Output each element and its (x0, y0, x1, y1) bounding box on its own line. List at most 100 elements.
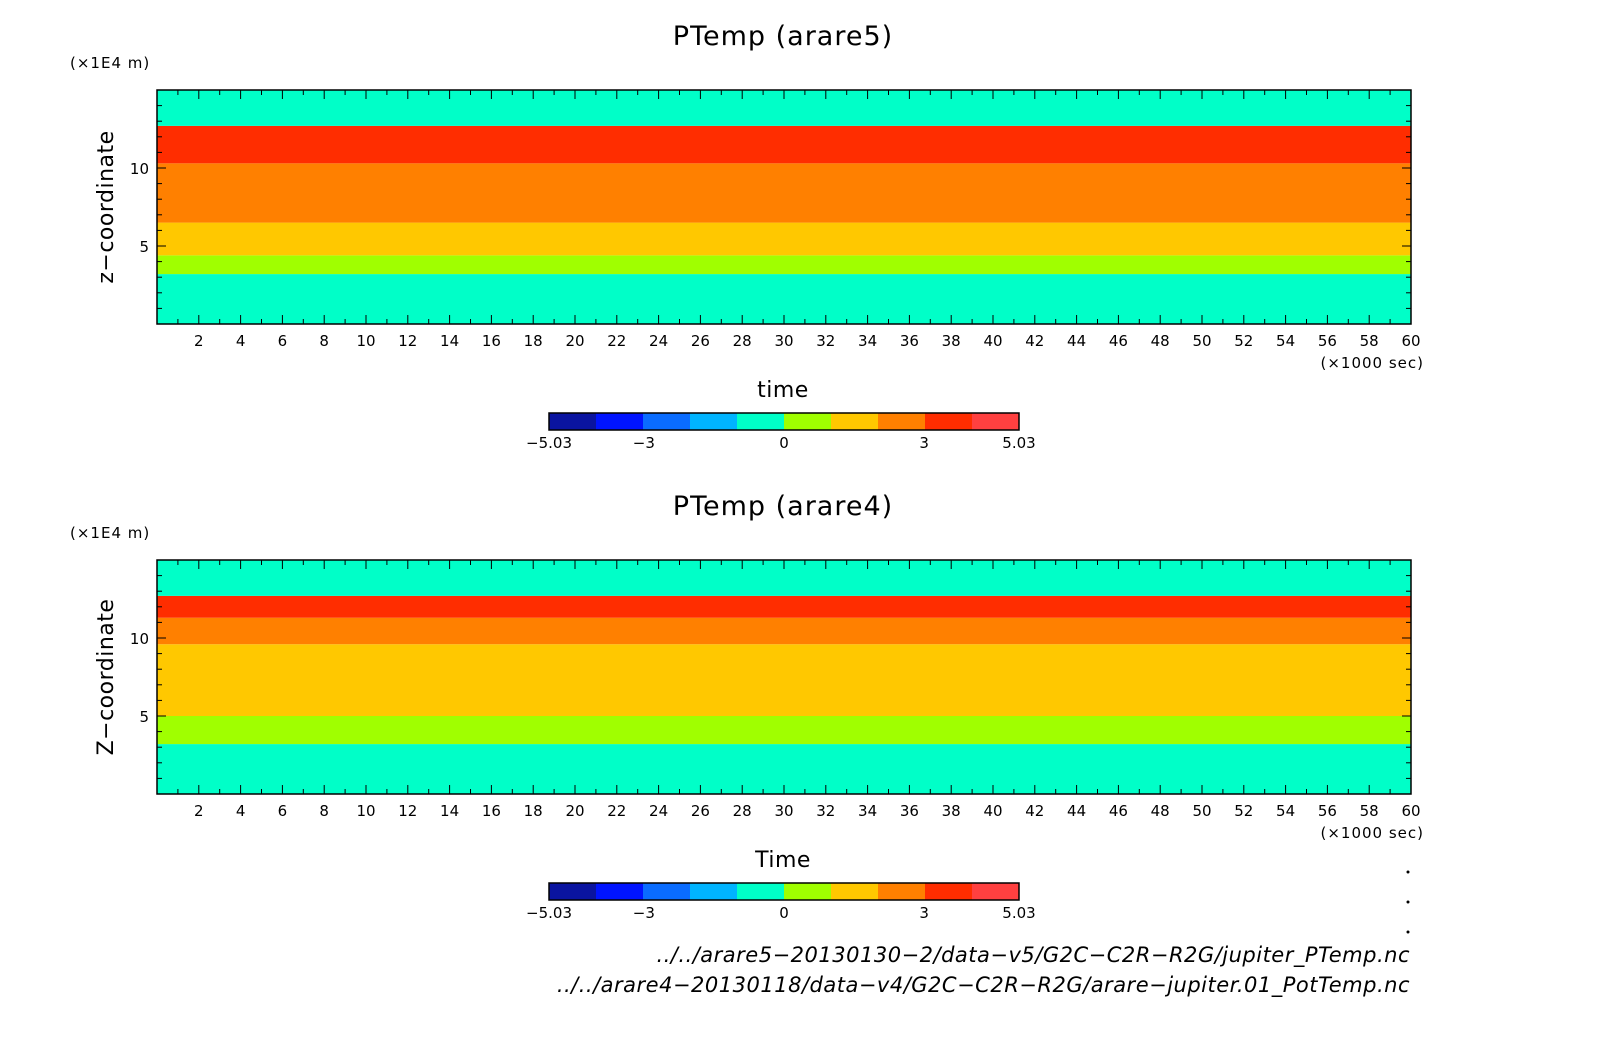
x-tick-label: 10 (356, 332, 375, 350)
x-tick-label: 52 (1234, 802, 1253, 820)
colorbar-swatch (549, 883, 596, 900)
x-tick-label: 38 (942, 802, 961, 820)
plot-area-arare5: 2 4 6 8 10 12 14 16 18 20 22 24 26 28 30 32 34 36 38 40 42 44… (130, 89, 1421, 350)
x-tick-label: 30 (774, 332, 793, 350)
x-tick-label: 58 (1360, 332, 1379, 350)
colorbar-swatch (549, 413, 596, 430)
colorbar-swatch (925, 883, 972, 900)
plot-area-arare4: 2 4 6 8 10 12 14 16 18 20 22 24 26 28 30 32 34 36 38 40 42 44… (130, 559, 1421, 820)
x-tick-label: 44 (1067, 332, 1086, 350)
panel-arare4: PTemp (arare4) (×1E4 m) 2 4 6 8 10 12 14 16 18 20… (70, 491, 1424, 922)
x-tick-label: 32 (816, 332, 835, 350)
x-tick-label: 4 (236, 332, 246, 350)
dot-marker (1406, 870, 1410, 874)
dot-marker (1406, 930, 1410, 934)
x-tick-label: 32 (816, 802, 835, 820)
x-tick-label: 52 (1234, 332, 1253, 350)
x-tick-label: 40 (983, 332, 1002, 350)
colorbar-tick-label: −5.03 (526, 904, 572, 922)
contour-band (157, 163, 1411, 223)
x-tick-label: 8 (319, 802, 329, 820)
x-tick-label: 38 (942, 332, 961, 350)
source-file-path-1: ../../arare5−20130130−2/data−v5/G2C−C2R−… (656, 943, 1410, 968)
x-tick-label: 58 (1360, 802, 1379, 820)
contour-band (157, 644, 1411, 716)
y-tick-label: 10 (130, 630, 149, 648)
x-tick-label: 48 (1151, 802, 1170, 820)
x-tick-label: 60 (1401, 332, 1420, 350)
contour-band (157, 222, 1411, 256)
y-unit-label-arare5: (×1E4 m) (70, 54, 150, 72)
colorbar-swatch (878, 413, 925, 430)
x-tick-label: 56 (1318, 332, 1337, 350)
x-tick-label: 46 (1109, 332, 1128, 350)
contour-band (157, 125, 1411, 164)
x-tick-label: 34 (858, 802, 877, 820)
colorbar-swatch (643, 413, 690, 430)
x-tick-label: 14 (440, 802, 459, 820)
x-tick-label: 10 (356, 802, 375, 820)
colorbar-arare5: −5.03 −3 0 3 5.03 (526, 412, 1036, 452)
x-tick-label: 42 (1025, 332, 1044, 350)
x-tick-label: 56 (1318, 802, 1337, 820)
x-tick-label: 18 (524, 332, 543, 350)
colorbar-tick-label: 3 (919, 434, 929, 452)
y-tick-label: 5 (139, 238, 149, 256)
dot-marker (1406, 900, 1410, 904)
colorbar-frame (548, 412, 1020, 431)
colorbar-swatch (831, 883, 878, 900)
x-tick-label: 30 (774, 802, 793, 820)
colorbar-swatch (643, 883, 690, 900)
colorbar-tick-label: 3 (919, 904, 929, 922)
colorbar-swatch (784, 413, 831, 430)
x-tick-label: 14 (440, 332, 459, 350)
x-tick-label: 6 (278, 802, 288, 820)
colorbar-swatch (972, 883, 1019, 900)
x-tick-label: 12 (398, 332, 417, 350)
x-tick-label: 24 (649, 802, 668, 820)
colorbar-tick-label: 5.03 (1002, 904, 1035, 922)
y-tick-label: 10 (130, 160, 149, 178)
colorbar-swatch (596, 413, 643, 430)
x-tick-label: 22 (607, 802, 626, 820)
colorbar-tick-label: 0 (779, 904, 789, 922)
colorbar-swatch (690, 883, 737, 900)
x-axis-label-arare5: time (757, 378, 809, 403)
x-tick-label: 54 (1276, 802, 1295, 820)
x-unit-label-arare5: (×1000 sec) (1320, 354, 1424, 372)
x-unit-label-arare4: (×1000 sec) (1320, 824, 1424, 842)
x-tick-label: 42 (1025, 802, 1044, 820)
x-tick-label: 40 (983, 802, 1002, 820)
x-axis-label-arare4: Time (754, 848, 811, 873)
x-tick-label: 20 (565, 802, 584, 820)
x-tick-label: 60 (1401, 802, 1420, 820)
x-tick-label: 26 (691, 332, 710, 350)
x-tick-label: 48 (1151, 332, 1170, 350)
colorbar-swatch (690, 413, 737, 430)
chart-title-arare4: PTemp (arare4) (673, 491, 893, 522)
x-tick-label: 28 (733, 332, 752, 350)
x-tick-label: 8 (319, 332, 329, 350)
y-tick-label: 5 (139, 708, 149, 726)
contour-band (157, 617, 1411, 645)
x-tick-label: 20 (565, 332, 584, 350)
x-tick-label: 26 (691, 802, 710, 820)
source-file-path-2: ../../arare4−20130118/data−v4/G2C−C2R−R2… (557, 973, 1410, 998)
x-tick-label: 54 (1276, 332, 1295, 350)
x-tick-label: 50 (1192, 332, 1211, 350)
contour-band (157, 595, 1411, 618)
y-axis-label-arare4: Z−coordinate (94, 599, 119, 756)
colorbar-swatch (784, 883, 831, 900)
colorbar-swatch (596, 883, 643, 900)
colorbar-swatch (831, 413, 878, 430)
x-tick-label: 50 (1192, 802, 1211, 820)
x-tick-label: 44 (1067, 802, 1086, 820)
colorbar-tick-label: 5.03 (1002, 434, 1035, 452)
colorbar-swatch (737, 413, 784, 430)
contour-band (157, 255, 1411, 275)
y-unit-label-arare4: (×1E4 m) (70, 524, 150, 542)
x-tick-label: 12 (398, 802, 417, 820)
x-tick-label: 16 (482, 332, 501, 350)
x-tick-label: 28 (733, 802, 752, 820)
x-tick-label: 24 (649, 332, 668, 350)
